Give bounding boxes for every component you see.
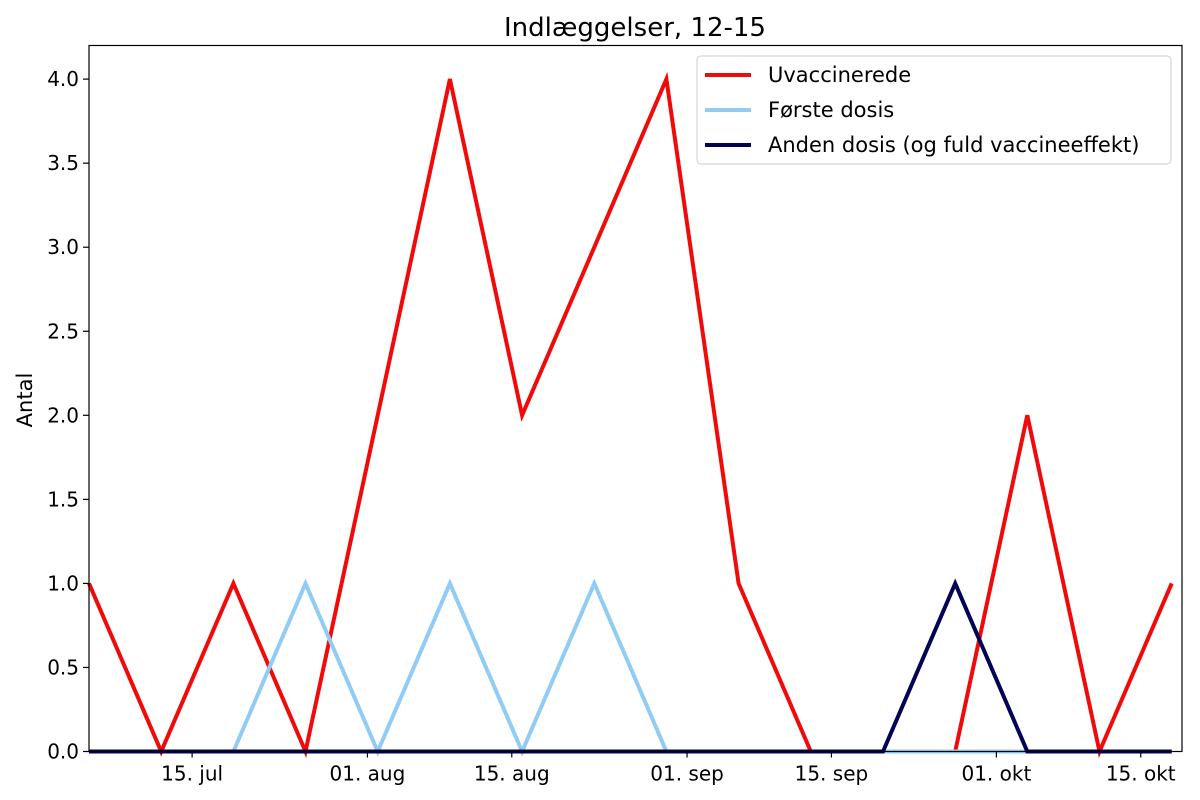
y-axis-label: Antal (13, 373, 37, 428)
ticks-layer: 15. jul 01. aug 15. aug 01. sep 15. sep 01. o… (47, 67, 1176, 785)
x-tick-label: 15. aug (474, 762, 550, 786)
plot-frame (88, 44, 1183, 753)
x-tick-label: 01. sep (650, 762, 724, 786)
y-tick-label: 2.5 (47, 319, 79, 343)
y-tick-label: 3.5 (47, 151, 79, 175)
y-tick-label: 4.0 (47, 67, 79, 91)
y-tick-label: 0.0 (47, 740, 79, 764)
y-tick-label: 1.5 (47, 487, 79, 511)
y-tick-label: 0.5 (47, 655, 79, 679)
x-tick-label: 15. okt (1106, 762, 1176, 786)
series-line-2 (89, 578, 1172, 757)
legend-label-1: Uvaccinerede (768, 63, 911, 87)
y-tick-label: 2.0 (47, 403, 79, 427)
x-tick-label: 01. aug (330, 762, 406, 786)
legend: Uvaccinerede Første dosis Anden dosis (og … (696, 55, 1172, 165)
x-tick-label: 15. jul (161, 762, 223, 786)
legend-label-3: Anden dosis (og fuld vaccineeffekt) (768, 133, 1139, 157)
legend-box (696, 55, 1172, 165)
series-line-1 (87, 71, 1174, 759)
x-tick-label: 15. sep (795, 762, 869, 786)
legend-label-2: Første dosis (768, 98, 894, 122)
chart-title: Indlæggelser, 12-15 (504, 13, 766, 43)
y-tick-label: 1.0 (47, 571, 79, 595)
series-layer (87, 71, 1174, 759)
x-tick-label: 01. okt (961, 762, 1031, 786)
y-tick-label: 3.0 (47, 235, 79, 259)
